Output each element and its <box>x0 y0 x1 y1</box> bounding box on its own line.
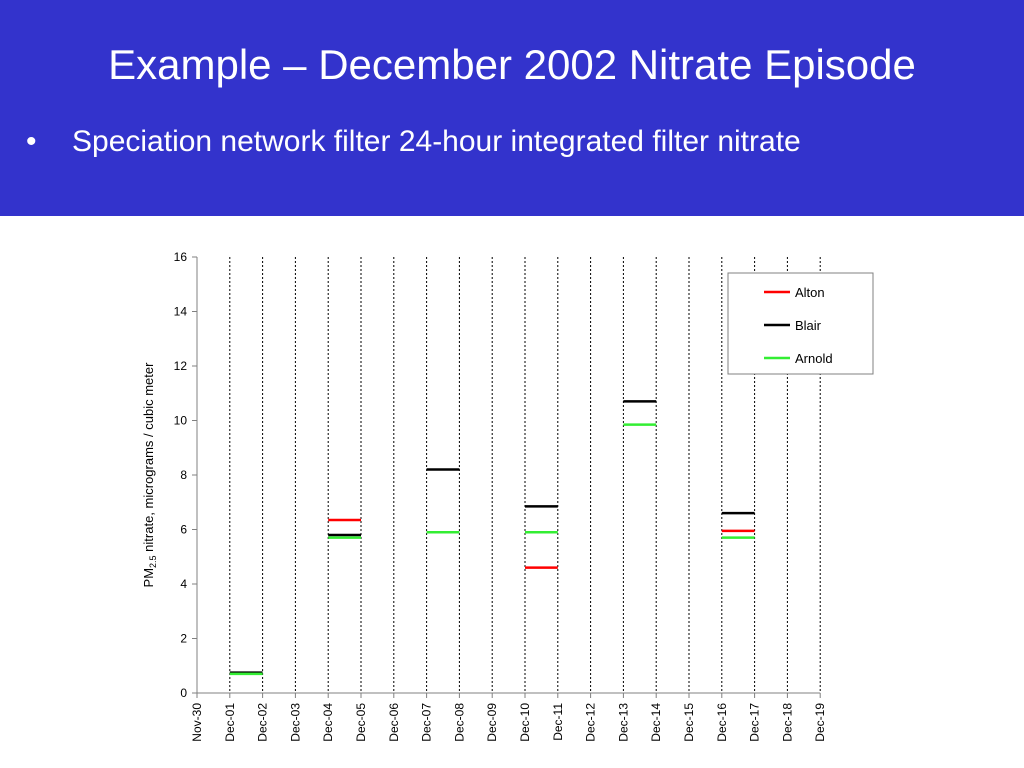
x-tick-label: Dec-01 <box>223 703 237 742</box>
slide-header <box>0 0 1024 216</box>
y-tick-label: 8 <box>180 468 187 482</box>
x-tick-label: Dec-13 <box>616 703 630 742</box>
legend-label-blair: Blair <box>795 318 822 333</box>
bullet-text: Speciation network filter 24-hour integr… <box>72 125 801 158</box>
y-tick-label: 0 <box>180 686 187 700</box>
legend-label-arnold: Arnold <box>795 351 833 366</box>
x-tick-label: Dec-02 <box>256 703 270 742</box>
x-tick-label: Dec-10 <box>518 703 532 742</box>
y-axis-label-rest: nitrate, micrograms / cubic meter <box>141 362 156 556</box>
bullet-item: • Speciation network filter 24-hour integ… <box>26 122 801 162</box>
y-axis-label: PM2.5 nitrate, micrograms / cubic meter <box>141 362 158 588</box>
x-tick-label: Dec-06 <box>387 703 401 742</box>
x-tick-label: Dec-05 <box>354 703 368 742</box>
chart-marks <box>229 400 755 676</box>
y-axis-label-main: PM <box>141 568 156 588</box>
x-tick-label: Dec-09 <box>485 703 499 742</box>
y-tick-label: 2 <box>180 632 187 646</box>
x-tick-label: Dec-15 <box>682 703 696 742</box>
x-tick-label: Dec-17 <box>748 703 762 742</box>
x-tick-label: Dec-18 <box>780 703 794 742</box>
y-tick-label: 16 <box>174 250 188 264</box>
y-tick-label: 4 <box>180 577 187 591</box>
bullet-marker: • <box>26 125 37 158</box>
chart-legend: Alton Blair Arnold <box>727 272 874 375</box>
x-tick-label: Dec-03 <box>288 703 302 742</box>
x-tick-label: Nov-30 <box>190 703 204 742</box>
x-tick-label: Dec-16 <box>715 703 729 742</box>
y-tick-label: 12 <box>174 359 188 373</box>
x-tick-label: Dec-14 <box>649 703 663 742</box>
x-tick-label: Dec-11 <box>551 703 565 741</box>
x-tick-label: Dec-19 <box>813 703 827 742</box>
y-axis-label-sub: 2.5 <box>148 555 158 568</box>
legend-box <box>727 272 874 375</box>
chart-grid <box>229 257 821 693</box>
slide-title: Example – December 2002 Nitrate Episode <box>108 41 916 88</box>
x-tick-label: Dec-07 <box>420 703 434 742</box>
y-tick-label: 6 <box>180 523 187 537</box>
legend-label-alton: Alton <box>795 285 825 300</box>
y-tick-label: 10 <box>174 414 188 428</box>
x-tick-label: Dec-08 <box>452 703 466 742</box>
x-tick-label: Dec-12 <box>584 703 598 742</box>
y-tick-label: 14 <box>174 305 188 319</box>
chart-axes: 0 2 4 6 8 10 12 14 16 Nov-30 Dec-01 Dec-02 Dec-03 Dec… <box>174 250 828 742</box>
x-tick-label: Dec-04 <box>321 703 335 742</box>
